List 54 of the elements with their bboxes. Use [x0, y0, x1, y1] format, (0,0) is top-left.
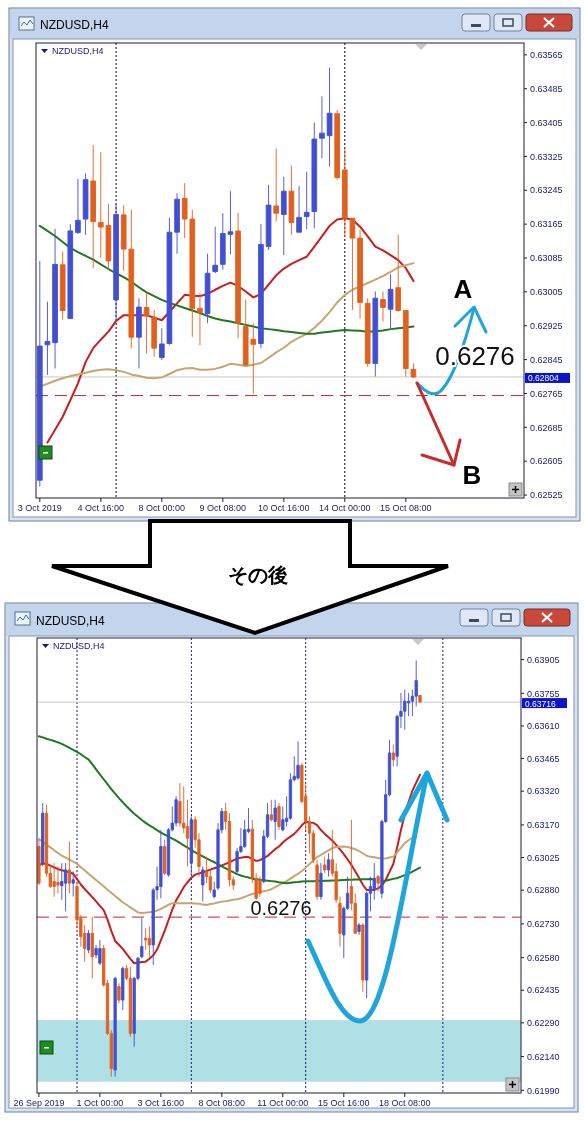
annotation: B: [462, 460, 482, 490]
ytick: 0.61990: [527, 1085, 560, 1096]
xtick: 3 Oct 2019: [17, 503, 62, 513]
ytick: 0.62765: [530, 388, 563, 399]
ref-line-label: 0.63716: [525, 698, 556, 709]
subtitle: NZDUSD,H4: [53, 641, 105, 651]
ytick: 0.63320: [527, 786, 560, 797]
ytick: 0.62605: [530, 456, 563, 467]
xtick: 15 Oct 16:00: [318, 1098, 370, 1108]
ref-line-label: 0.62804: [528, 373, 559, 384]
ytick: 0.62880: [527, 885, 560, 896]
ytick: 0.62140: [527, 1051, 560, 1062]
ytick: 0.63245: [530, 185, 563, 196]
ytick: 0.63405: [530, 117, 563, 128]
ytick: 0.62290: [527, 1018, 560, 1029]
xtick: 3 Oct 16:00: [137, 1098, 185, 1108]
xtick: 8 Oct 00:00: [138, 503, 186, 513]
ref-label: 0.6276: [250, 897, 312, 920]
ytick: 0.62685: [530, 422, 563, 433]
ytick: 0.63325: [530, 151, 563, 162]
annotation: その後: [228, 563, 288, 587]
ytick: 0.63005: [530, 287, 563, 298]
xtick: 4 Oct 16:00: [77, 503, 125, 513]
ytick: 0.63085: [530, 253, 563, 264]
xtick: 18 Oct 08:00: [379, 1098, 431, 1108]
ytick: 0.63165: [530, 219, 563, 230]
ytick: 0.62525: [530, 490, 563, 501]
ytick: 0.63465: [527, 753, 560, 764]
ytick: 0.63485: [530, 83, 563, 94]
title: NZDUSD,H4: [36, 613, 105, 628]
ytick: 0.63755: [527, 688, 560, 699]
xtick: 15 Oct 08:00: [380, 503, 432, 513]
price-label: 0.62804: [525, 372, 570, 384]
price-label: 0.63716: [522, 698, 567, 709]
xtick: 9 Oct 08:00: [199, 503, 247, 513]
subtitle: NZDUSD,H4: [52, 46, 104, 56]
xtick: 10 Oct 16:00: [258, 503, 310, 513]
ytick: 0.63565: [530, 50, 563, 61]
ytick: 0.63170: [527, 820, 560, 831]
ytick: 0.62845: [530, 354, 563, 365]
ytick: 0.62730: [527, 919, 560, 930]
xtick: 14 Oct 00:00: [319, 503, 371, 513]
ytick: 0.63610: [527, 721, 560, 732]
xtick: 1 Oct 00:00: [76, 1098, 124, 1108]
ytick: 0.62435: [527, 985, 560, 996]
ytick: 0.62580: [527, 952, 560, 963]
ytick: 0.63905: [527, 654, 560, 665]
xtick: 26 Sep 2019: [13, 1098, 65, 1108]
ytick: 0.63025: [527, 852, 560, 863]
title: NZDUSD,H4: [40, 17, 109, 32]
ytick: 0.62925: [530, 320, 563, 331]
xtick: 11 Oct 00:00: [257, 1098, 309, 1108]
annotation: A: [453, 274, 473, 304]
xtick: 8 Oct 08:00: [198, 1098, 246, 1108]
